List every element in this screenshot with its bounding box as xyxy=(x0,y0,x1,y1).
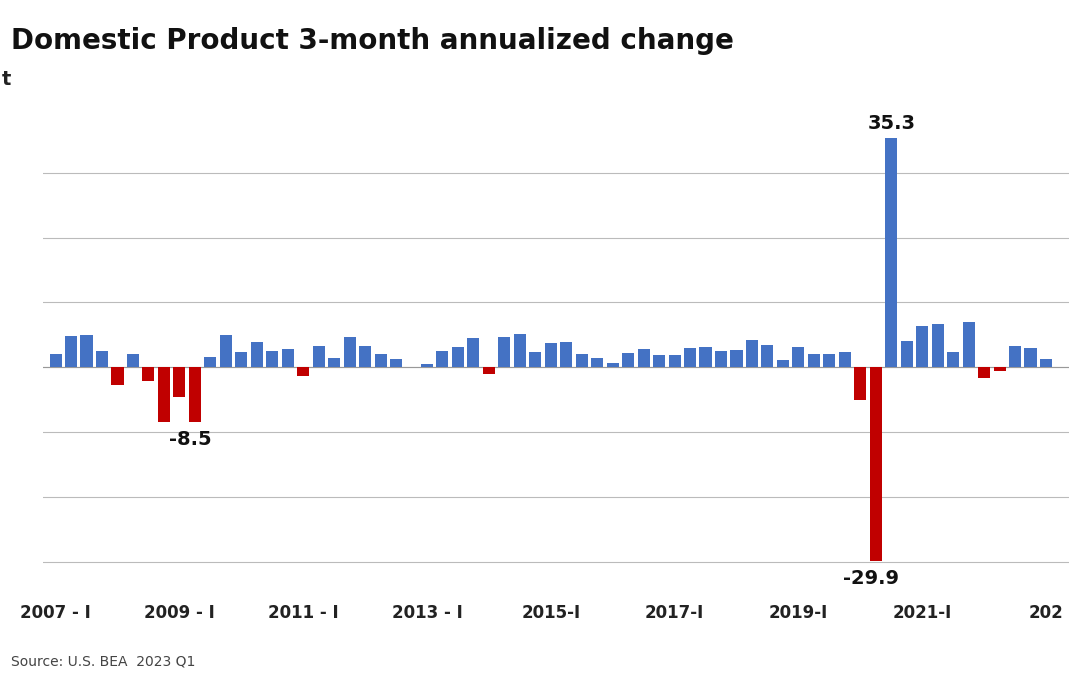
Bar xyxy=(622,353,634,367)
Bar xyxy=(823,354,835,367)
Bar xyxy=(669,355,680,367)
Bar xyxy=(436,351,448,367)
Bar xyxy=(839,352,851,367)
Bar xyxy=(143,367,154,381)
Bar xyxy=(343,338,355,367)
Bar xyxy=(653,355,665,367)
Bar xyxy=(978,367,990,377)
Bar xyxy=(591,358,604,367)
Bar xyxy=(746,340,758,367)
Bar xyxy=(761,345,773,367)
Bar xyxy=(1040,359,1052,367)
Bar xyxy=(793,347,805,367)
Bar xyxy=(359,346,372,367)
Text: Domestic Product 3-month annualized change: Domestic Product 3-month annualized chan… xyxy=(11,27,733,55)
Bar xyxy=(607,363,619,367)
Bar xyxy=(390,359,402,367)
Bar xyxy=(328,358,340,367)
Bar xyxy=(251,342,262,367)
Text: -29.9: -29.9 xyxy=(843,569,900,588)
Text: Source: U.S. BEA  2023 Q1: Source: U.S. BEA 2023 Q1 xyxy=(11,654,195,668)
Text: t: t xyxy=(2,70,12,88)
Bar xyxy=(544,343,557,367)
Bar xyxy=(65,336,77,367)
Bar xyxy=(421,364,433,367)
Bar xyxy=(189,367,201,423)
Bar xyxy=(1025,348,1037,367)
Bar xyxy=(266,351,279,367)
Bar xyxy=(777,360,789,367)
Bar xyxy=(498,338,511,367)
Bar xyxy=(174,367,186,397)
Bar xyxy=(514,333,526,367)
Bar xyxy=(312,346,325,367)
Bar xyxy=(127,354,139,367)
Bar xyxy=(730,350,743,367)
Bar xyxy=(916,326,928,367)
Bar xyxy=(869,367,881,561)
Bar xyxy=(50,354,62,367)
Text: -8.5: -8.5 xyxy=(168,430,212,449)
Bar xyxy=(561,342,572,367)
Bar xyxy=(375,354,387,367)
Bar xyxy=(96,351,108,367)
Bar xyxy=(451,347,464,367)
Bar xyxy=(219,335,232,367)
Bar xyxy=(808,354,820,367)
Bar xyxy=(684,348,697,367)
Bar xyxy=(637,349,650,367)
Bar xyxy=(158,367,170,422)
Bar xyxy=(886,138,897,367)
Bar xyxy=(529,352,541,367)
Bar xyxy=(994,367,1005,371)
Bar xyxy=(932,324,944,367)
Bar xyxy=(576,354,588,367)
Bar xyxy=(947,352,959,367)
Bar xyxy=(204,357,216,367)
Bar xyxy=(700,347,712,367)
Bar xyxy=(468,338,480,367)
Bar xyxy=(715,351,727,367)
Bar xyxy=(854,367,866,400)
Bar xyxy=(81,335,93,367)
Bar xyxy=(901,342,913,367)
Bar xyxy=(483,367,495,374)
Bar xyxy=(297,367,309,375)
Bar xyxy=(282,349,294,367)
Text: 35.3: 35.3 xyxy=(867,114,915,133)
Bar xyxy=(1009,346,1021,367)
Bar xyxy=(962,322,974,367)
Bar xyxy=(235,352,247,367)
Bar xyxy=(111,367,123,385)
